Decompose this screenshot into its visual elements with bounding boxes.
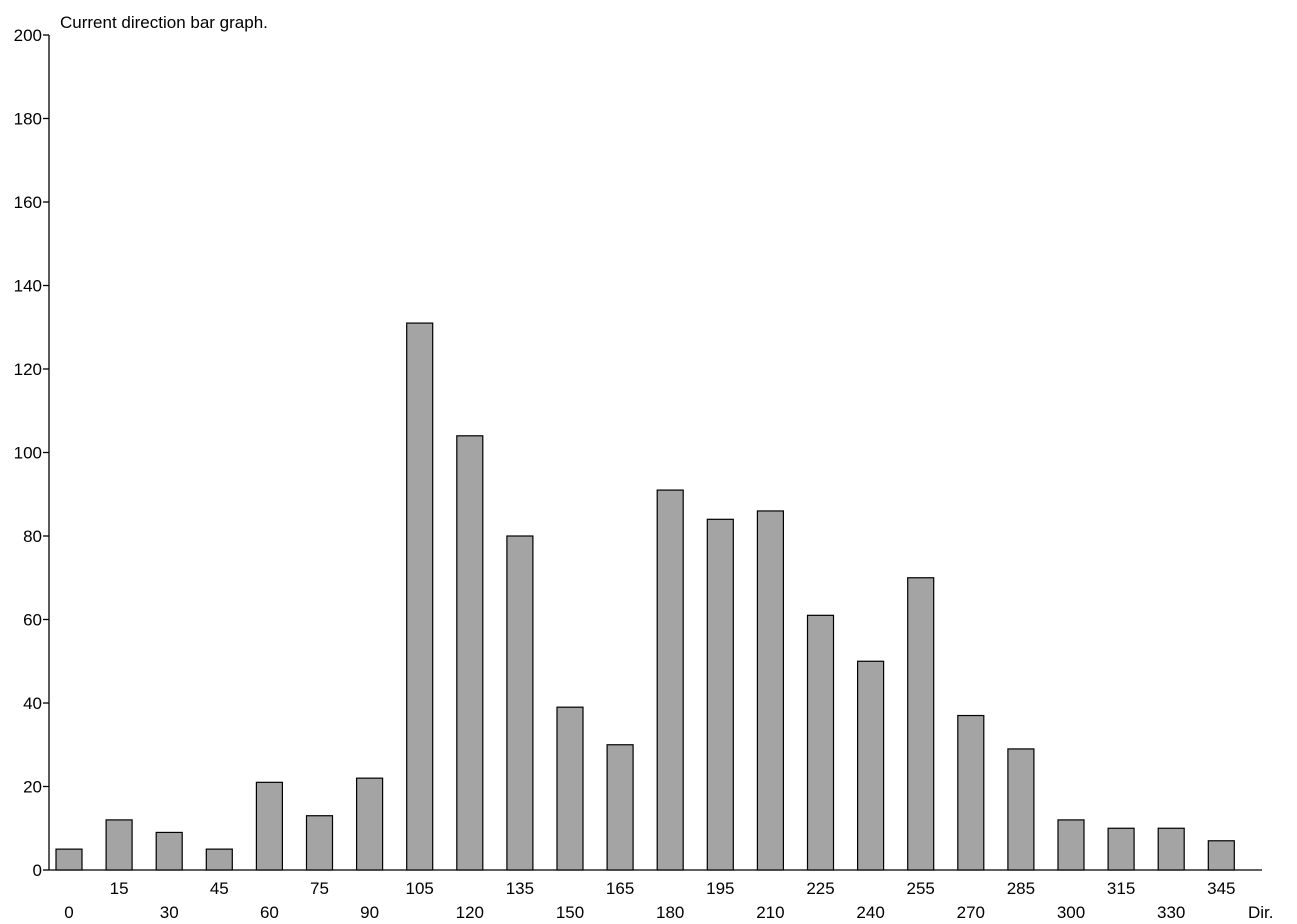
x-tick-label: 135 [506, 879, 534, 898]
x-tick-label: 45 [210, 879, 229, 898]
y-tick-label: 120 [14, 360, 42, 379]
bar-75 [305, 815, 334, 871]
y-tick-label: 80 [23, 527, 42, 546]
x-tick-label: 75 [310, 879, 329, 898]
x-tick-label: 330 [1157, 903, 1185, 922]
chart-title: Current direction bar graph. [60, 13, 268, 32]
x-tick-label: 315 [1107, 879, 1135, 898]
bar-0 [55, 848, 83, 871]
bar-210 [756, 510, 785, 871]
x-tick-label: 195 [706, 879, 734, 898]
x-tick-label: 105 [406, 879, 434, 898]
y-tick-label: 0 [33, 861, 42, 880]
x-tick-label: 240 [856, 903, 884, 922]
x-axis-label: Dir. [1248, 903, 1274, 922]
y-tick-label: 100 [14, 444, 42, 463]
x-tick-label: 255 [907, 879, 935, 898]
bar-240 [856, 660, 885, 871]
bar-195 [706, 518, 734, 871]
x-tick-label: 270 [957, 903, 985, 922]
bar-135 [506, 535, 534, 871]
bar-315 [1107, 827, 1135, 871]
bar-150 [556, 706, 584, 871]
x-tick-label: 90 [360, 903, 379, 922]
bar-225 [806, 614, 835, 871]
bar-120 [456, 435, 484, 871]
y-tick-label: 20 [23, 778, 42, 797]
x-tick-label: 30 [160, 903, 179, 922]
x-tick-label: 120 [456, 903, 484, 922]
bar-90 [356, 777, 384, 871]
bar-345 [1207, 840, 1235, 871]
bar-45 [205, 848, 233, 871]
bar-285 [1007, 748, 1035, 871]
y-tick-label: 180 [14, 110, 42, 129]
x-tick-label: 60 [260, 903, 279, 922]
bar-330 [1157, 827, 1185, 871]
bars [55, 322, 1235, 871]
bar-255 [907, 577, 935, 871]
bar-105 [406, 322, 434, 871]
bar-30 [155, 831, 183, 871]
x-tick-label: 15 [110, 879, 129, 898]
bar-270 [957, 714, 985, 871]
y-tick-label: 160 [14, 193, 42, 212]
y-tick-label: 40 [23, 694, 42, 713]
x-tick-label: 150 [556, 903, 584, 922]
bar-180 [656, 489, 684, 871]
x-tick-label: 165 [606, 879, 634, 898]
y-axis-ticks: 0 20 40 60 80 100 120 140 160 180 200 [14, 26, 49, 880]
bar-165 [606, 744, 634, 871]
x-tick-label: 0 [64, 903, 73, 922]
y-tick-label: 60 [23, 611, 42, 630]
x-tick-label: 300 [1057, 903, 1085, 922]
x-tick-label: 210 [756, 903, 784, 922]
y-tick-label: 140 [14, 277, 42, 296]
bar-15 [105, 819, 133, 871]
x-tick-label: 180 [656, 903, 684, 922]
x-tick-label: 225 [806, 879, 834, 898]
bar-300 [1057, 819, 1085, 871]
x-tick-label: 345 [1207, 879, 1235, 898]
y-tick-label: 200 [14, 26, 42, 45]
x-tick-label: 285 [1007, 879, 1035, 898]
bar-60 [255, 781, 283, 871]
x-axis-tick-labels: 0 15 30 45 60 75 90 105 120 135 150 165 180 195 210 225… [64, 879, 1235, 922]
